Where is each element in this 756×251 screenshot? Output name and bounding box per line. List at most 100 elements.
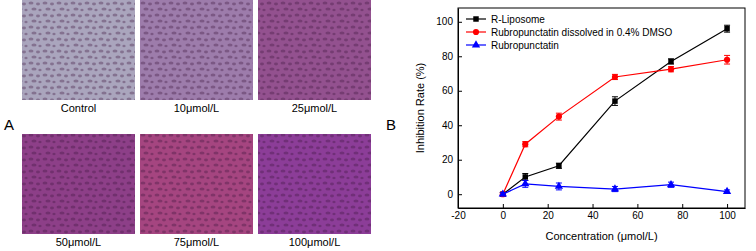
series-marker — [499, 189, 507, 196]
series-marker — [723, 187, 731, 194]
series-marker — [724, 57, 730, 63]
micrograph — [22, 0, 135, 100]
x-axis: -20 0 20 40 60 80 100 — [451, 204, 745, 221]
y-tick-label: 80 — [442, 51, 454, 62]
y-tick-label: 60 — [442, 85, 454, 96]
y-tick: 80 — [442, 51, 462, 62]
x-tick-mark — [503, 204, 504, 208]
micrograph — [22, 134, 135, 234]
micrograph-texture — [140, 0, 253, 100]
error-bar-cap — [724, 32, 730, 33]
micrograph-texture — [140, 134, 253, 234]
y-tick: 100 — [436, 16, 462, 27]
series-marker — [522, 141, 528, 147]
error-bar — [612, 97, 618, 106]
x-tick: 80 — [677, 204, 689, 221]
y-tick: 0 — [447, 189, 462, 200]
x-tick-label: 40 — [587, 210, 599, 221]
micrograph-image — [140, 0, 253, 100]
error-bar-cap — [556, 113, 562, 114]
micrograph-texture — [22, 0, 135, 100]
x-tick-label: 100 — [719, 210, 736, 221]
y-tick-label: 40 — [442, 120, 454, 131]
micrograph-caption: 100μmol/L — [289, 236, 341, 248]
x-tick-mark — [727, 204, 728, 208]
legend-marker — [472, 40, 480, 47]
x-tick-label: -20 — [451, 210, 466, 221]
series-marker — [667, 180, 675, 187]
micrograph-caption: 10μmol/L — [174, 102, 219, 114]
x-axis-title: Concentration (μmol/L) — [545, 230, 657, 242]
y-tick-mark — [458, 194, 462, 195]
plot-frame — [458, 8, 745, 208]
legend-entry: R-Liposome — [466, 14, 545, 25]
x-tick-label: 80 — [677, 210, 689, 221]
error-bar-cap — [522, 173, 528, 174]
micrograph-image — [258, 134, 371, 234]
x-tick: 20 — [543, 204, 555, 221]
y-tick: 40 — [442, 120, 462, 131]
error-bar — [724, 55, 730, 64]
error-bar — [612, 74, 618, 79]
legend-label: Rubropunctatin — [491, 40, 559, 51]
y-tick-mark — [458, 160, 462, 161]
micrograph-image — [22, 0, 135, 100]
error-bar — [668, 59, 674, 64]
y-tick-label: 20 — [442, 154, 454, 165]
micrograph-image — [22, 134, 135, 234]
micrograph-texture — [22, 134, 135, 234]
x-tick-label: 20 — [543, 210, 555, 221]
x-tick: 0 — [501, 204, 507, 221]
y-tick-label: 100 — [436, 16, 453, 27]
y-tick-mark — [458, 56, 462, 57]
error-bar — [556, 163, 562, 168]
legend-entry: Rubropunctatin dissolved in 0.4% DMSO — [466, 27, 672, 38]
x-tick: 60 — [632, 204, 644, 221]
series-marker — [521, 179, 529, 186]
micrograph-image — [140, 134, 253, 234]
error-bar-cap — [556, 189, 562, 190]
legend-marker — [473, 29, 479, 35]
x-tick: 100 — [719, 204, 736, 221]
micrograph-caption: 50μmol/L — [56, 236, 101, 248]
legend-label: R-Liposome — [491, 14, 545, 25]
series-line — [503, 60, 727, 194]
micrograph — [258, 0, 371, 100]
y-tick-mark — [458, 125, 462, 126]
micrograph — [140, 134, 253, 234]
micrograph-texture — [258, 0, 371, 100]
error-bar-cap — [612, 96, 618, 97]
y-axis-line — [458, 9, 459, 209]
micrograph-caption: Control — [61, 102, 96, 114]
error-bar — [522, 142, 528, 147]
plot-area — [499, 25, 732, 197]
y-tick: 60 — [442, 85, 462, 96]
y-tick-label: 0 — [447, 189, 453, 200]
error-bar-cap — [612, 105, 618, 106]
y-tick-mark — [458, 22, 462, 23]
error-bar-cap — [522, 187, 528, 188]
micrograph-caption: 25μmol/L — [292, 102, 337, 114]
series-line — [503, 29, 727, 195]
series-marker — [523, 174, 528, 179]
y-axis: 0 20 40 60 80 100 — [436, 9, 462, 209]
legend-label: Rubropunctatin dissolved in 0.4% DMSO — [491, 27, 672, 38]
series-marker — [611, 184, 619, 191]
micrograph-caption: 75μmol/L — [174, 236, 219, 248]
legend-marker — [473, 16, 478, 21]
x-tick: 40 — [587, 204, 599, 221]
error-bar-cap — [724, 25, 730, 26]
legend-entry: Rubropunctatin — [466, 40, 559, 51]
series-marker — [555, 182, 563, 189]
micrograph-image — [258, 0, 371, 100]
micrograph — [140, 0, 253, 100]
x-tick-mark — [637, 204, 638, 208]
series-marker — [724, 26, 729, 31]
error-bar — [724, 25, 730, 32]
series-marker — [556, 114, 562, 120]
x-axis-line — [459, 208, 746, 209]
legend: R-Liposome Rubropunctatin dissolved in 0.… — [466, 14, 672, 51]
error-bar-cap — [556, 120, 562, 121]
error-bar-cap — [724, 64, 730, 65]
y-axis-title: Inhibition Rate (%) — [414, 63, 426, 154]
